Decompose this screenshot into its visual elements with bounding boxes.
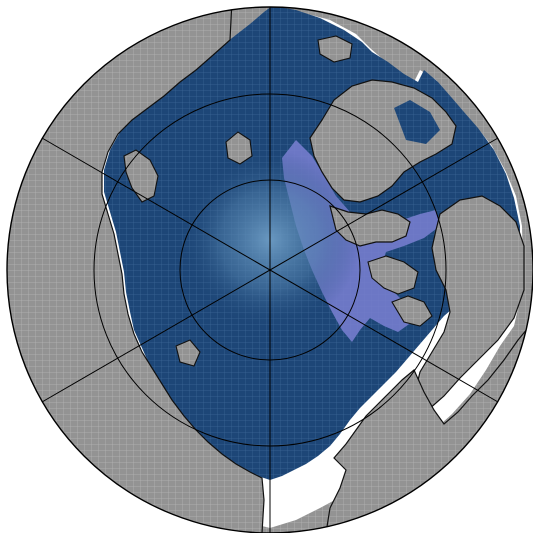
eurasia-landmass (7, 7, 265, 533)
small-island-north (317, 35, 353, 63)
franz-josef-island (225, 131, 253, 165)
parallel-circle (179, 179, 361, 361)
parallel-circle (6, 6, 533, 533)
canadian-island-1 (367, 255, 419, 295)
parallel-circle (93, 93, 447, 447)
novaya-zemlya-island (123, 149, 159, 203)
ice-patch-top (394, 100, 440, 144)
bering-island (175, 339, 201, 367)
canadian-island-2 (391, 295, 433, 327)
graticule (6, 6, 533, 533)
canadian-mainland (413, 195, 525, 411)
